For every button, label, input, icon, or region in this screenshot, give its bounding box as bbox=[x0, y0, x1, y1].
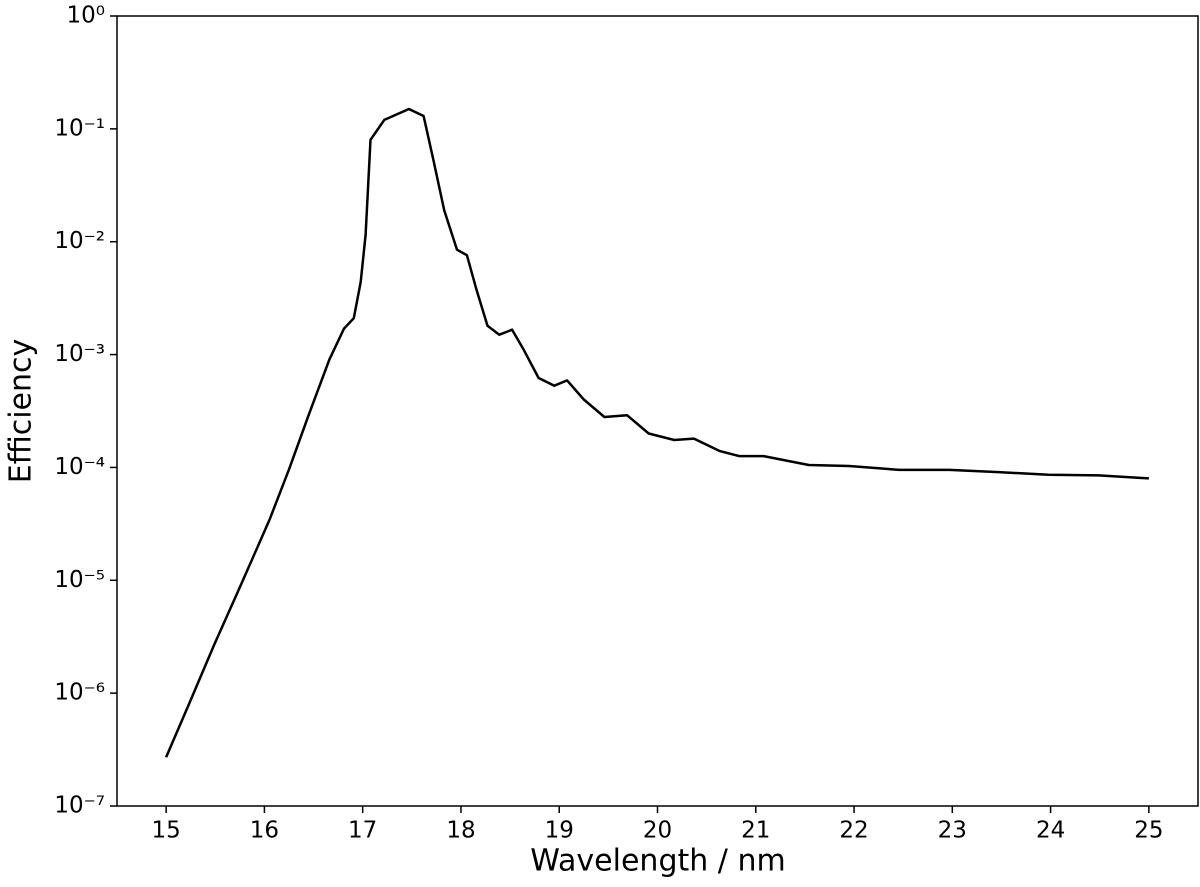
x-tick-label: 24 bbox=[1036, 818, 1065, 844]
y-tick-label: 10⁻³ bbox=[54, 341, 105, 367]
y-tick-label: 10⁻² bbox=[54, 228, 105, 254]
x-tick-label: 16 bbox=[250, 818, 279, 844]
x-tick-label: 18 bbox=[446, 818, 475, 844]
x-tick-label: 17 bbox=[348, 818, 377, 844]
y-tick-label: 10⁻⁷ bbox=[54, 793, 105, 819]
x-tick-label: 21 bbox=[741, 818, 770, 844]
x-tick-label: 15 bbox=[151, 818, 180, 844]
y-axis-label: Efficiency bbox=[4, 339, 39, 484]
x-tick-label: 25 bbox=[1134, 818, 1163, 844]
x-tick-label: 20 bbox=[643, 818, 672, 844]
plot-frame bbox=[116, 15, 1199, 807]
y-tick-label: 10⁻⁵ bbox=[54, 567, 105, 593]
x-tick-label: 22 bbox=[839, 818, 868, 844]
y-tick-label: 10⁻¹ bbox=[54, 115, 105, 141]
x-tick-label: 23 bbox=[938, 818, 967, 844]
data-line bbox=[164, 107, 1149, 758]
x-axis-label: Wavelength / nm bbox=[530, 844, 785, 879]
y-tick-label: 10⁻⁴ bbox=[54, 454, 105, 480]
y-tick-label: 10⁰ bbox=[67, 3, 106, 29]
x-tick-label: 19 bbox=[545, 818, 574, 844]
y-tick-label: 10⁻⁶ bbox=[54, 680, 105, 706]
